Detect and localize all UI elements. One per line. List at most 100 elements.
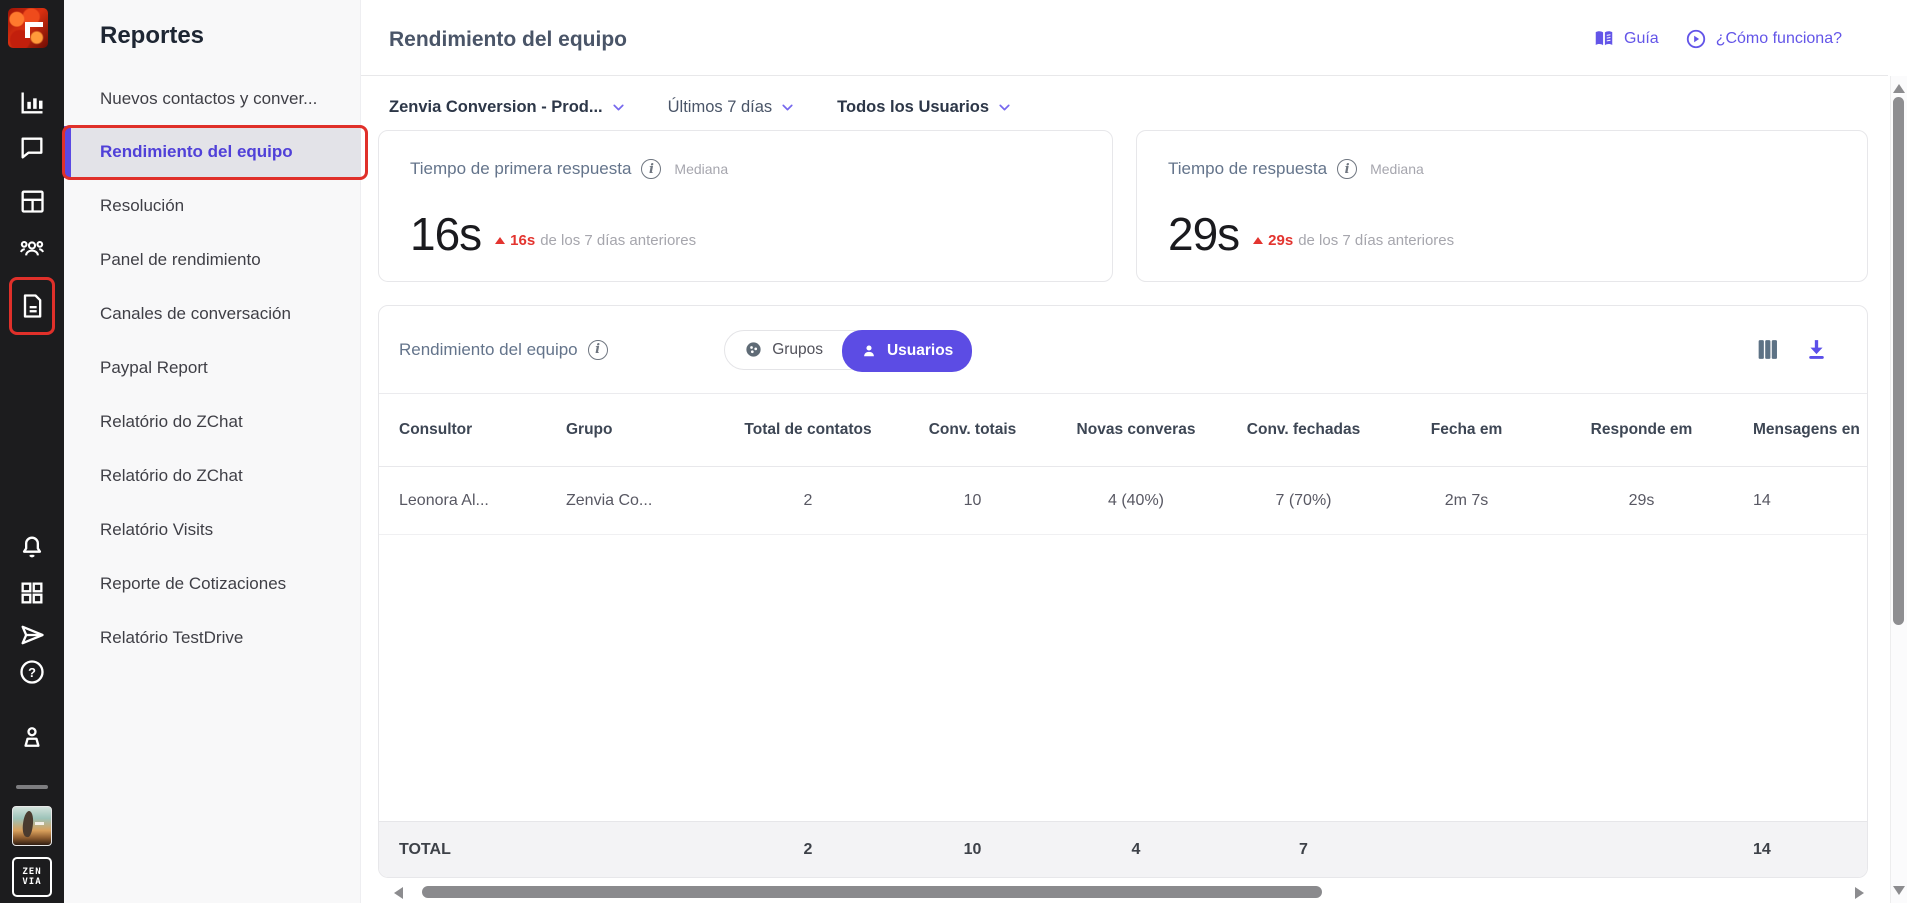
zenvia-logo-text: ZEN (22, 866, 42, 877)
sidebar-item-relatorio-visits[interactable]: Relatório Visits (100, 520, 214, 539)
guide-link[interactable]: Guía (1593, 28, 1659, 50)
page-title: Rendimiento del equipo (389, 28, 628, 51)
table-grid-icon[interactable] (18, 187, 46, 215)
total-novas-converas: 4 (1131, 840, 1141, 858)
toggle-groups-button[interactable]: Grupos (725, 331, 843, 369)
sidebar-item-reporte-de-cotizaciones[interactable]: Reporte de Cotizaciones (100, 574, 287, 593)
scroll-up-arrow-icon[interactable] (1893, 84, 1905, 93)
info-icon[interactable]: i (641, 159, 662, 179)
vertical-scrollbar-thumb[interactable] (1893, 97, 1904, 625)
table-row: Leonora Al... Zenvia Co... 2 10 4 (40%) … (379, 467, 1867, 535)
chevron-down-icon (996, 99, 1013, 116)
total-total-contatos: 2 (803, 840, 813, 858)
download-icon[interactable] (1804, 337, 1829, 362)
period-filter-dropdown[interactable]: Últimos 7 días (668, 98, 797, 117)
response-time-card: Tiempo de respuesta i Mediana 29s 29s de… (1136, 130, 1868, 282)
cell-grupo: Zenvia Co... (566, 491, 653, 509)
logo-glyph (25, 27, 30, 38)
rail-divider (16, 785, 48, 789)
info-icon[interactable]: i (1337, 159, 1358, 179)
column-header-total-contatos[interactable]: Total de contatos (744, 421, 872, 438)
column-header-consultor[interactable]: Consultor (399, 421, 473, 438)
cell-mensagens: 14 (1753, 491, 1771, 509)
thumbnail-art (21, 810, 35, 838)
sidebar-item-nuevos-contactos[interactable]: Nuevos contactos y conver... (100, 89, 318, 108)
table-header-row: Consultor Grupo Total de contatos Conv. … (379, 394, 1867, 467)
vertical-scrollbar[interactable] (1890, 76, 1907, 903)
delta-up-icon (495, 237, 506, 244)
sidebar-item-relatorio-testdrive[interactable]: Relatório TestDrive (100, 628, 244, 647)
chat-icon[interactable] (18, 134, 46, 162)
cell-conv-fechadas: 7 (70%) (1275, 491, 1332, 509)
apps-grid-icon[interactable] (18, 579, 46, 607)
thumbnail-art (35, 822, 44, 825)
selected-indicator-bar (64, 126, 71, 178)
sidebar-item-relatorio-do-zchat-1[interactable]: Relatório do ZChat (100, 412, 243, 431)
median-badge: Mediana (674, 161, 729, 177)
column-header-novas-converas[interactable]: Novas converas (1076, 421, 1196, 438)
sidebar-item-relatorio-do-zchat-2[interactable]: Relatório do ZChat (100, 466, 243, 485)
delta-note: de los 7 días anteriores (540, 232, 697, 249)
sidebar-item-canales-de-conversacion[interactable]: Canales de conversación (100, 304, 291, 323)
columns-icon[interactable] (1755, 337, 1780, 362)
scroll-left-arrow-icon[interactable] (394, 887, 403, 899)
column-header-conv-fechadas[interactable]: Conv. fechadas (1246, 421, 1361, 438)
median-badge: Mediana (1370, 161, 1424, 177)
card-title: Tiempo de respuesta (1168, 159, 1328, 178)
zenvia-logo-icon[interactable]: ZEN VIA (12, 857, 52, 897)
groups-icon (744, 340, 763, 359)
scroll-down-arrow-icon[interactable] (1893, 886, 1905, 895)
metric-value: 16s (410, 208, 482, 260)
sidebar-title: Reportes (100, 22, 205, 49)
workspace-thumbnail-icon[interactable] (12, 806, 52, 846)
delta-note: de los 7 días anteriores (1298, 232, 1455, 249)
total-conv-totais: 10 (963, 840, 982, 858)
account-filter-dropdown[interactable]: Zenvia Conversion - Prod... (389, 98, 627, 117)
users-filter-dropdown[interactable]: Todos los Usuarios (837, 98, 1013, 117)
main-content: Rendimiento del equipo Guía ¿Cómo funcio… (361, 0, 1908, 903)
how-it-works-link[interactable]: ¿Cómo funciona? (1685, 28, 1842, 50)
play-circle-icon (1685, 28, 1707, 50)
chevron-down-icon (610, 99, 627, 116)
table-total-row: TOTAL 2 10 4 7 14 (379, 821, 1867, 877)
sidebar-item-paypal-report[interactable]: Paypal Report (100, 358, 208, 377)
total-label: TOTAL (399, 840, 451, 858)
chevron-down-icon (779, 99, 796, 116)
bell-icon[interactable] (18, 533, 46, 561)
workspace-logo-icon[interactable] (8, 8, 48, 48)
column-header-fecha-em[interactable]: Fecha em (1430, 421, 1503, 438)
bar-chart-icon[interactable] (18, 89, 46, 117)
send-icon[interactable] (18, 621, 46, 649)
profile-icon[interactable] (18, 723, 46, 751)
help-icon[interactable]: ? (18, 658, 46, 686)
total-conv-fechadas: 7 (1299, 840, 1308, 858)
panel-title: Rendimiento del equipo (399, 339, 578, 359)
book-icon (1593, 28, 1615, 50)
total-mensagens: 14 (1753, 840, 1771, 858)
zenvia-logo-text: VIA (22, 877, 42, 887)
column-header-conv-totais[interactable]: Conv. totais (928, 421, 1017, 438)
document-reports-icon[interactable] (18, 292, 46, 320)
horizontal-scrollbar[interactable] (378, 884, 1878, 900)
sidebar-item-resolucion[interactable]: Resolución (100, 196, 185, 215)
delta-value: 16s (510, 232, 536, 249)
cell-fecha-em: 2m 7s (1444, 491, 1489, 509)
cell-total-contatos: 2 (803, 491, 813, 509)
sidebar-item-rendimiento-del-equipo[interactable]: Rendimiento del equipo (64, 126, 361, 178)
icon-rail: ? ZEN VIA (0, 0, 64, 903)
logo-glyph (25, 22, 43, 27)
cell-responde-em: 29s (1628, 491, 1655, 509)
column-header-grupo[interactable]: Grupo (566, 421, 613, 438)
toggle-users-button[interactable]: Usuarios (841, 329, 972, 372)
cell-novas-converas: 4 (40%) (1107, 491, 1165, 509)
groups-users-toggle: Grupos Usuarios (723, 329, 972, 372)
sidebar-item-panel-de-rendimiento[interactable]: Panel de rendimiento (100, 250, 261, 269)
scroll-right-arrow-icon[interactable] (1855, 887, 1864, 899)
svg-text:?: ? (28, 665, 36, 680)
horizontal-scrollbar-thumb[interactable] (422, 886, 1322, 898)
people-icon[interactable] (18, 235, 46, 263)
column-header-responde-em[interactable]: Responde em (1590, 421, 1693, 438)
column-header-mensagens[interactable]: Mensagens en (1753, 421, 1860, 438)
info-icon[interactable]: i (587, 339, 608, 360)
